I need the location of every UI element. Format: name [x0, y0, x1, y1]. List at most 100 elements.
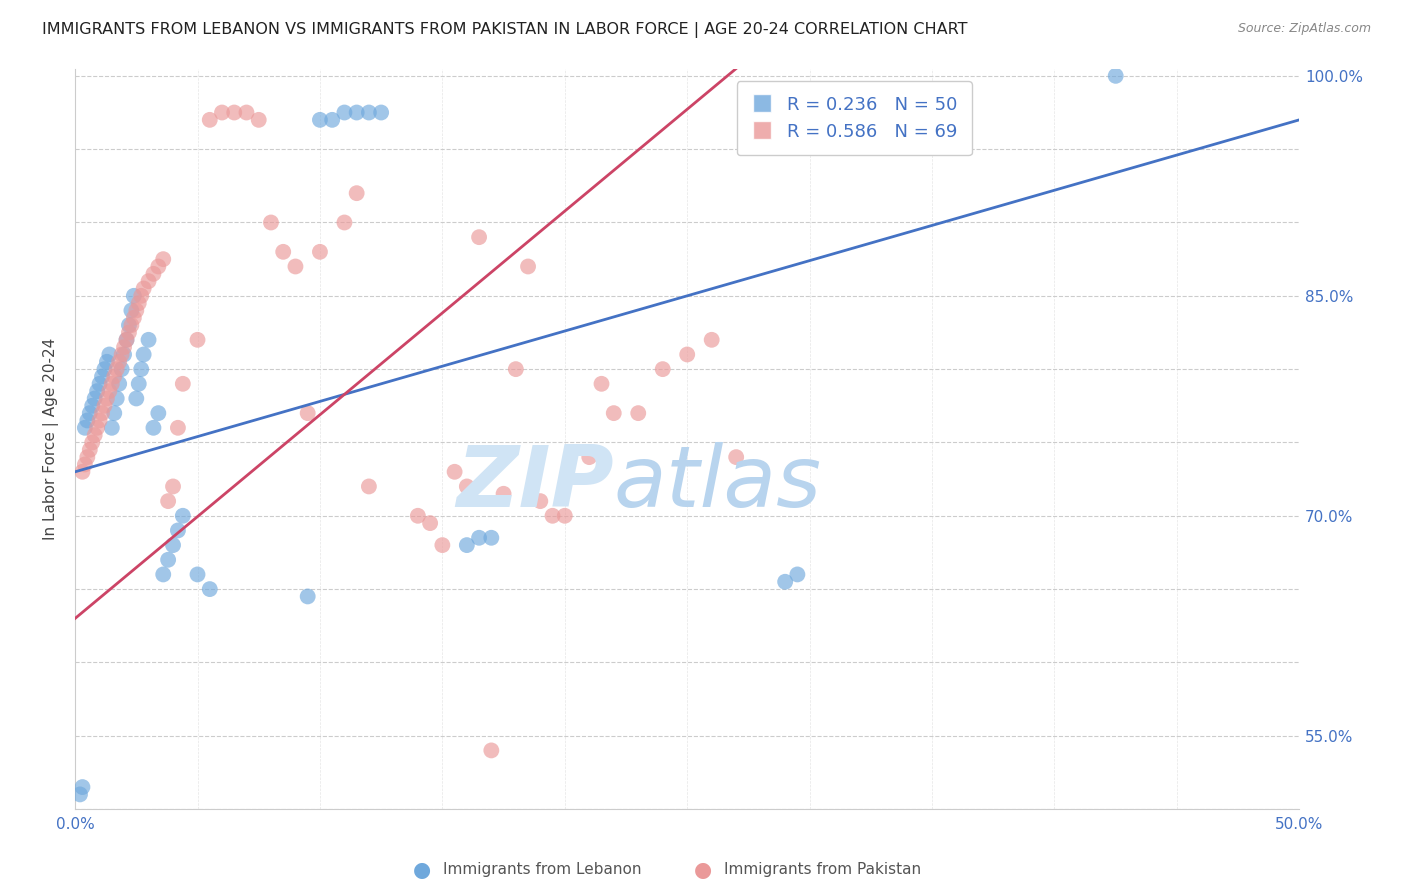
Point [105, 392, 128, 406]
Point [91, 369, 114, 384]
Point [541, 508, 564, 523]
Point [479, 531, 502, 545]
Point [142, 267, 165, 281]
Point [1105, 69, 1128, 83]
Point [443, 465, 465, 479]
Point [152, 252, 174, 267]
Point [578, 450, 600, 464]
Point [110, 362, 132, 376]
Point [517, 260, 540, 274]
Point [357, 105, 380, 120]
Point [186, 567, 208, 582]
Point [333, 215, 356, 229]
Point [224, 105, 246, 120]
Point [76, 413, 98, 427]
Legend: R = 0.236   N = 50, R = 0.586   N = 69: R = 0.236 N = 50, R = 0.586 N = 69 [737, 81, 972, 155]
Point [419, 516, 441, 530]
Point [79, 442, 101, 457]
Point [118, 318, 141, 333]
Point [86, 421, 108, 435]
Point [346, 186, 368, 201]
Point [89, 413, 111, 427]
Point [591, 376, 613, 391]
Point [333, 105, 356, 120]
Point [167, 421, 190, 435]
Point [370, 105, 392, 120]
Point [346, 105, 368, 120]
Point [773, 574, 796, 589]
Y-axis label: In Labor Force | Age 20-24: In Labor Force | Age 20-24 [44, 338, 59, 540]
Point [93, 399, 115, 413]
Point [93, 362, 115, 376]
Point [110, 347, 132, 361]
Text: atlas: atlas [614, 442, 821, 524]
Point [83, 392, 105, 406]
Text: Source: ZipAtlas.com: Source: ZipAtlas.com [1237, 22, 1371, 36]
Point [505, 362, 527, 376]
Point [172, 376, 194, 391]
Point [148, 406, 170, 420]
Point [83, 428, 105, 442]
Point [162, 538, 184, 552]
Point [786, 567, 808, 582]
Point [468, 531, 491, 545]
Point [112, 340, 135, 354]
Point [152, 567, 174, 582]
Point [91, 406, 114, 420]
Point [132, 281, 155, 295]
Point [247, 112, 270, 127]
Point [115, 333, 138, 347]
Point [468, 230, 491, 244]
Point [627, 406, 650, 420]
Point [138, 274, 160, 288]
Point [456, 538, 478, 552]
Point [357, 479, 380, 493]
Point [101, 376, 124, 391]
Point [235, 105, 257, 120]
Point [309, 244, 332, 259]
Point [157, 553, 180, 567]
Point [108, 355, 131, 369]
Point [115, 333, 138, 347]
Point [79, 406, 101, 420]
Point [86, 384, 108, 398]
Text: ●: ● [413, 860, 430, 880]
Point [700, 333, 723, 347]
Text: ZIP: ZIP [456, 442, 614, 524]
Point [432, 538, 454, 552]
Point [271, 244, 294, 259]
Point [129, 289, 152, 303]
Point [554, 508, 576, 523]
Point [125, 392, 148, 406]
Point [321, 112, 343, 127]
Point [72, 780, 94, 794]
Text: IMMIGRANTS FROM LEBANON VS IMMIGRANTS FROM PAKISTAN IN LABOR FORCE | AGE 20-24 C: IMMIGRANTS FROM LEBANON VS IMMIGRANTS FR… [42, 22, 967, 38]
Point [122, 310, 145, 325]
Point [142, 421, 165, 435]
Point [211, 105, 233, 120]
Point [138, 333, 160, 347]
Point [82, 399, 104, 413]
Point [98, 347, 121, 361]
Point [725, 450, 748, 464]
Point [651, 362, 673, 376]
Point [309, 112, 332, 127]
Point [198, 112, 221, 127]
Text: ●: ● [695, 860, 711, 880]
Point [186, 333, 208, 347]
Point [128, 296, 150, 310]
Point [82, 435, 104, 450]
Point [128, 376, 150, 391]
Text: Immigrants from Pakistan: Immigrants from Pakistan [724, 863, 921, 877]
Point [297, 590, 319, 604]
Point [148, 260, 170, 274]
Point [120, 303, 142, 318]
Point [118, 326, 141, 340]
Point [96, 392, 118, 406]
Point [89, 376, 111, 391]
Point [122, 289, 145, 303]
Point [479, 743, 502, 757]
Point [172, 508, 194, 523]
Point [69, 788, 91, 802]
Point [297, 406, 319, 420]
